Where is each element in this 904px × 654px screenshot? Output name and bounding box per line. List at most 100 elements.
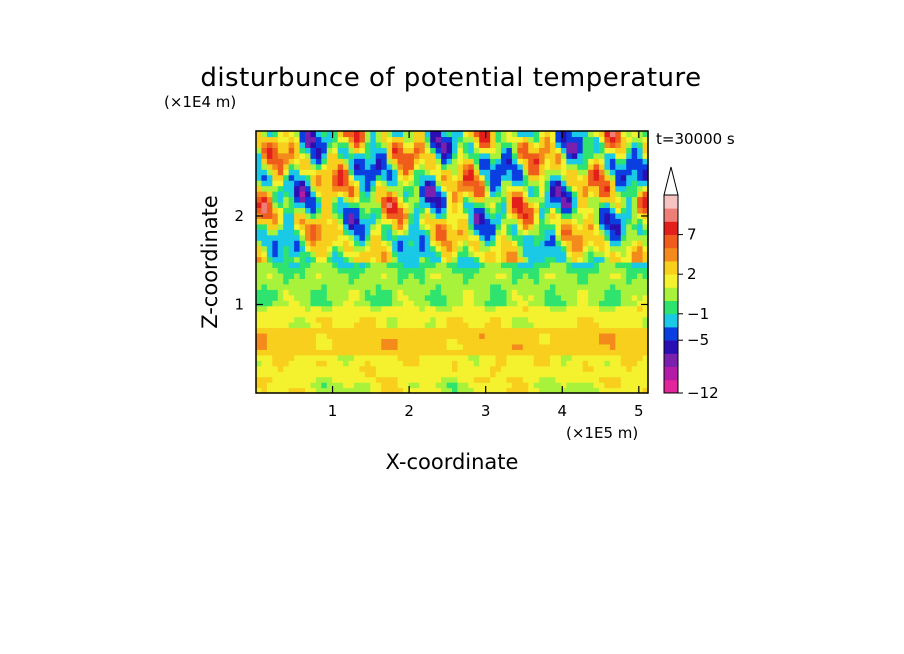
heatmap-cell [615,365,622,372]
heatmap-cell [609,371,616,378]
heatmap-cell [637,349,644,356]
heatmap-cell [397,338,404,345]
heatmap-cell [642,343,649,350]
heatmap-cell [626,283,633,290]
heatmap-cell [413,158,420,165]
heatmap-cell [441,311,448,318]
heatmap-cell [321,180,328,187]
heatmap-cell [354,382,361,389]
heatmap-cell [642,300,649,307]
heatmap-cell [315,283,322,290]
heatmap-cell [539,262,546,269]
heatmap-cell [479,349,486,356]
heatmap-cell [315,360,322,367]
heatmap-cell [343,278,350,285]
heatmap-cell [571,180,578,187]
heatmap-cell [511,185,518,192]
heatmap-cell [256,218,263,225]
heatmap-cell [637,305,644,312]
heatmap-cell [495,152,502,159]
heatmap-cell [354,305,361,312]
heatmap-cell [626,201,633,209]
heatmap-cell [326,332,333,340]
heatmap-cell [386,283,393,290]
heatmap-cell [560,218,567,225]
heatmap-cell [305,196,312,203]
heatmap-cell [256,196,263,203]
heatmap-cell [609,387,616,394]
heatmap-cell [343,322,350,329]
heatmap-cell [348,196,355,203]
heatmap-cell [305,327,312,334]
heatmap-cell [609,169,616,176]
heatmap-cell [599,283,606,290]
heatmap-cell [468,311,475,318]
heatmap-cell [484,207,491,214]
heatmap-cell [408,163,415,170]
heatmap-cell [359,180,366,187]
heatmap-cell [430,223,437,230]
heatmap-cell [381,382,388,389]
heatmap-cell [403,294,410,301]
heatmap-cell [354,158,361,165]
heatmap-cell [386,180,393,187]
heatmap-cell [517,201,524,209]
heatmap-cell [256,289,263,296]
heatmap-cell [566,218,573,225]
heatmap-cell [272,262,279,269]
heatmap-cell [419,311,426,318]
heatmap-cell [305,152,312,159]
heatmap-cell [435,212,442,219]
heatmap-cell [642,201,649,209]
heatmap-cell [408,311,415,318]
heatmap-cell [533,278,540,285]
heatmap-cell [359,283,366,290]
heatmap-cell [626,294,633,301]
heatmap-cell [588,371,595,378]
heatmap-cell [642,272,649,279]
heatmap-cell [620,382,627,389]
heatmap-cell [277,180,284,187]
heatmap-cell [473,141,480,148]
heatmap-cell [522,278,529,285]
heatmap-cell [397,376,404,383]
heatmap-cell [517,283,524,290]
heatmap-cell [441,262,448,269]
heatmap-cell [294,371,301,378]
heatmap-cell [261,229,268,236]
heatmap-cell [419,251,426,258]
heatmap-cell [272,147,279,154]
heatmap-cell [528,185,535,192]
heatmap-cell [522,212,529,219]
heatmap-cell [288,267,295,274]
heatmap-cell [381,294,388,301]
heatmap-cell [261,131,268,138]
heatmap-cell [582,365,589,372]
heatmap-cell [631,283,638,290]
heatmap-cell [599,267,606,274]
heatmap-cell [332,152,339,159]
heatmap-cell [413,360,420,367]
heatmap-cell [484,365,491,372]
heatmap-cell [446,229,453,236]
heatmap-cell [599,180,606,187]
heatmap-cell [555,382,562,389]
heatmap-cell [544,158,551,165]
colorbar-label: 2 [687,265,697,283]
heatmap-cell [288,207,295,214]
heatmap-cell [506,294,513,301]
heatmap-cell [321,289,328,296]
heatmap-cell [539,365,546,372]
heatmap-cell [462,131,469,138]
heatmap-cell [620,365,627,372]
heatmap-cell [408,371,415,378]
heatmap-cell [490,316,497,323]
heatmap-cell [631,322,638,329]
heatmap-cell [631,212,638,219]
heatmap-cell [522,191,529,198]
heatmap-cell [599,338,606,345]
heatmap-cell [310,229,317,236]
heatmap-cell [403,212,410,219]
heatmap-cell [299,169,306,176]
heatmap-cell [544,332,551,340]
